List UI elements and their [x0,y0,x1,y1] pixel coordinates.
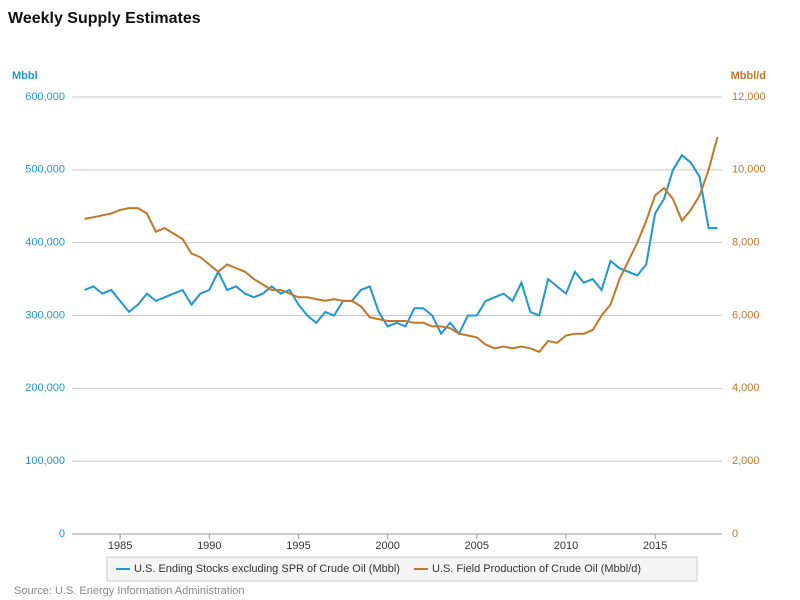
x-tick-label: 2000 [375,540,399,552]
chart-title: Weekly Supply Estimates [8,10,201,27]
y2-tick-label: 6,000 [732,309,760,321]
x-tick-label: 2010 [554,540,578,552]
legend-box [106,556,698,582]
y2-tick-label: 2,000 [732,455,760,467]
source-note: Source: U.S. Energy Information Administ… [14,585,245,597]
y-tick-label: 600,000 [25,91,65,103]
y2-tick-label: 4,000 [732,382,760,394]
x-tick-label: 1990 [197,540,221,552]
legend-label: U.S. Ending Stocks excluding SPR of Crud… [134,563,400,575]
y-tick-label: 200,000 [25,382,65,394]
y2-tick-label: 12,000 [732,91,766,103]
y-axis-label: Mbbl [12,70,38,82]
y-tick-label: 100,000 [25,455,65,467]
y-tick-label: 0 [59,528,65,540]
x-tick-label: 2005 [465,540,489,552]
y-tick-label: 500,000 [25,164,65,176]
y-tick-label: 400,000 [25,237,65,249]
series-line [84,153,718,336]
y2-tick-label: 10,000 [732,164,766,176]
x-tick-label: 1995 [286,540,310,552]
y2-tick-label: 8,000 [732,237,760,249]
y2-axis-label: Mbbl/d [731,70,766,82]
legend-label: U.S. Field Production of Crude Oil (Mbbl… [432,563,641,575]
x-tick-label: 1985 [108,540,132,552]
series-line [84,136,719,354]
y2-tick-label: 0 [732,528,738,540]
x-tick-label: 2015 [643,540,667,552]
y-tick-label: 300,000 [25,309,65,321]
